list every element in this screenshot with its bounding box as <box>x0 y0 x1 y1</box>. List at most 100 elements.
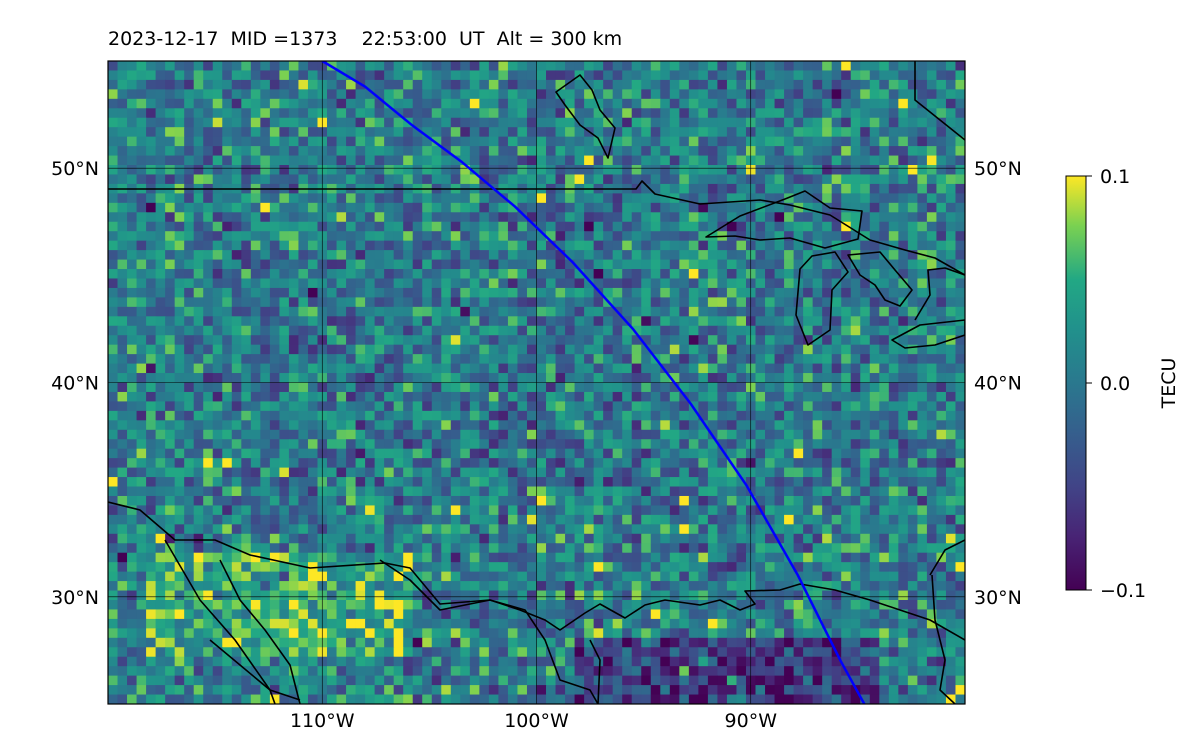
heatmap-cell <box>565 325 576 336</box>
heatmap-cell <box>155 221 166 232</box>
heatmap-cell <box>165 297 176 308</box>
heatmap-cell <box>717 89 728 100</box>
heatmap-cell <box>288 429 300 440</box>
heatmap-cell <box>879 155 890 166</box>
heatmap-cell <box>736 477 747 488</box>
heatmap-cell <box>212 391 223 403</box>
heatmap-cell <box>898 325 909 336</box>
heatmap-cell <box>822 202 833 213</box>
heatmap-cell <box>955 562 965 573</box>
heatmap-cell <box>146 146 157 157</box>
heatmap-cell <box>288 354 300 365</box>
heatmap-cell <box>841 278 852 289</box>
heatmap-cell <box>241 127 252 138</box>
heatmap-cell <box>660 420 671 431</box>
heatmap-cell <box>755 552 766 563</box>
heatmap-cell <box>146 420 157 431</box>
heatmap-cell <box>384 467 395 478</box>
heatmap-cell <box>698 127 709 138</box>
heatmap-cell <box>526 165 538 176</box>
heatmap-cell <box>679 439 690 450</box>
heatmap-cell <box>108 401 119 412</box>
heatmap-cell <box>641 325 652 336</box>
heatmap-cell <box>222 98 233 109</box>
heatmap-cell <box>907 354 918 365</box>
heatmap-cell <box>346 61 357 72</box>
heatmap-cell <box>365 373 376 384</box>
heatmap-cell <box>526 79 538 90</box>
heatmap-cell <box>288 117 300 128</box>
heatmap-cell <box>869 127 880 138</box>
heatmap-cell <box>765 183 776 194</box>
heatmap-cell <box>327 117 338 128</box>
heatmap-cell <box>536 458 547 469</box>
heatmap-cell <box>622 212 633 223</box>
heatmap-cell <box>650 287 661 298</box>
heatmap-cell <box>193 117 204 128</box>
heatmap-cell <box>146 316 157 327</box>
heatmap-cell <box>431 344 442 355</box>
heatmap-cell <box>612 174 623 185</box>
heatmap-cell <box>660 306 671 317</box>
heatmap-cell <box>850 79 861 90</box>
heatmap-cell <box>603 117 614 128</box>
heatmap-cell <box>279 221 290 232</box>
heatmap-cell <box>393 458 404 469</box>
heatmap-cell <box>193 524 204 535</box>
heatmap-cell <box>193 363 204 374</box>
heatmap-cell <box>422 335 433 346</box>
heatmap-cell <box>507 146 519 157</box>
heatmap-cell <box>346 240 357 251</box>
heatmap-cell <box>174 401 185 412</box>
heatmap-cell <box>793 70 804 81</box>
heatmap-cell <box>869 212 880 223</box>
heatmap-cell <box>698 335 709 346</box>
heatmap-cell <box>279 382 290 393</box>
heatmap-cell <box>431 108 442 119</box>
heatmap-cell <box>346 524 357 535</box>
heatmap-cell <box>698 61 709 72</box>
heatmap-cell <box>517 316 528 327</box>
heatmap-cell <box>441 287 452 298</box>
heatmap-cell <box>622 486 633 497</box>
heatmap-cell <box>355 89 366 100</box>
heatmap-cell <box>888 571 899 582</box>
heatmap-cell <box>612 344 623 355</box>
heatmap-cell <box>193 571 204 582</box>
heatmap-cell <box>488 373 500 384</box>
heatmap-cell <box>384 552 395 563</box>
heatmap-cell <box>612 212 623 223</box>
heatmap-cell <box>526 259 538 270</box>
heatmap-cell <box>669 70 680 81</box>
heatmap-cell <box>165 335 176 346</box>
heatmap-cell <box>898 183 909 194</box>
heatmap-cell <box>279 439 290 450</box>
heatmap-cell <box>546 146 557 157</box>
heatmap-cell <box>155 174 166 185</box>
heatmap-cell <box>898 202 909 213</box>
heatmap-cell <box>565 382 576 393</box>
heatmap-cell <box>498 316 509 327</box>
heatmap-cell <box>412 193 423 204</box>
heatmap-cell <box>574 146 585 157</box>
heatmap-cell <box>250 514 261 525</box>
heatmap-cell <box>831 477 842 488</box>
heatmap-cell <box>888 174 899 185</box>
heatmap-cell <box>222 146 233 157</box>
heatmap-cell <box>450 231 461 242</box>
heatmap-cell <box>165 373 176 384</box>
heatmap-cell <box>460 108 471 119</box>
heatmap-cell <box>603 439 614 450</box>
heatmap-cell <box>298 325 309 336</box>
heatmap-cell <box>155 495 166 507</box>
heatmap-cell <box>422 467 433 478</box>
heatmap-cell <box>384 533 395 544</box>
heatmap-cell <box>841 61 852 72</box>
heatmap-cell <box>679 316 690 327</box>
heatmap-cell <box>384 287 395 298</box>
heatmap-cell <box>698 514 709 525</box>
heatmap-cell <box>726 420 738 431</box>
heatmap-cell <box>936 231 947 242</box>
heatmap-cell <box>736 98 747 109</box>
heatmap-cell <box>384 259 395 270</box>
